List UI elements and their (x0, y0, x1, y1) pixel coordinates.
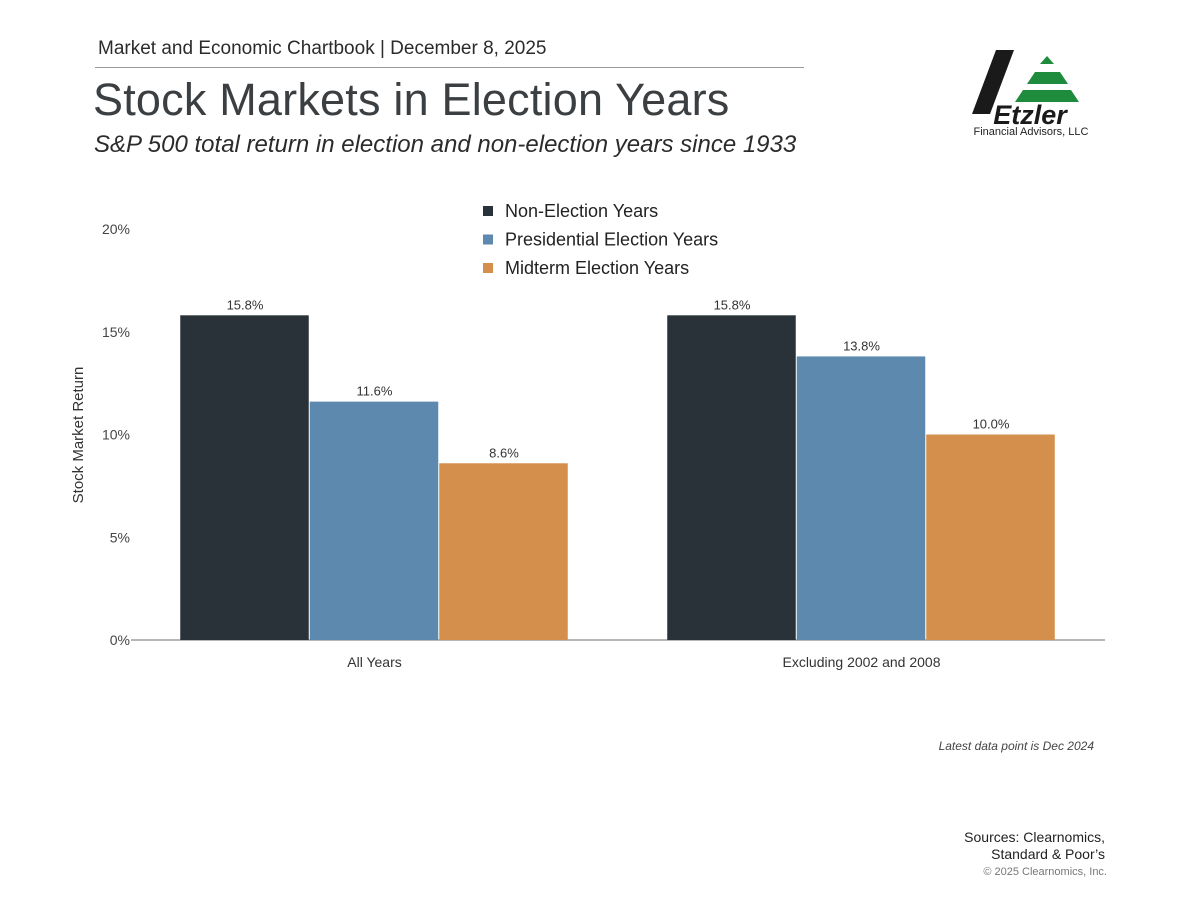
bar-data-label: 15.8% (227, 297, 264, 312)
bar (439, 463, 568, 640)
sources-line-1: Sources: Clearnomics, (964, 829, 1105, 845)
y-tick-label: 10% (102, 427, 130, 443)
legend-swatch (483, 234, 493, 245)
y-tick-label: 5% (110, 529, 130, 545)
logo-wordmark: Etzler (993, 100, 1068, 130)
bar-data-label: 15.8% (714, 297, 751, 312)
bar-series: 15.8% 11.6% 8.6% 15.8% 13.8% 10.0% (180, 297, 1055, 640)
logo-pyramid-bottom (1015, 90, 1079, 102)
bar (796, 356, 926, 640)
bar-data-label: 11.6% (357, 384, 393, 399)
legend-label: Non-Election Years (505, 201, 658, 221)
logo-tagline: Financial Advisors, LLC (973, 126, 1089, 138)
copyright: © 2025 Clearnomics, Inc. (983, 866, 1107, 878)
page-title: Stock Markets in Election Years (93, 74, 730, 125)
y-tick-label: 20% (102, 221, 130, 237)
bar-data-label: 10.0% (973, 417, 1010, 432)
logo-slash-icon (972, 50, 1014, 114)
bar (667, 315, 796, 640)
legend: Non-Election Years Presidential Election … (483, 201, 718, 278)
sources-line-2: Standard & Poor’s (991, 846, 1105, 862)
x-tick-label: Excluding 2002 and 2008 (782, 654, 940, 670)
logo-pyramid-middle (1027, 72, 1068, 84)
legend-label: Presidential Election Years (505, 230, 718, 250)
bar-data-label: 8.6% (489, 445, 519, 460)
data-note: Latest data point is Dec 2024 (938, 739, 1094, 753)
logo-pyramid-top (1040, 56, 1054, 64)
y-tick-label: 15% (102, 324, 130, 340)
x-tick-label: All Years (347, 654, 401, 670)
page-subtitle: S&P 500 total return in election and non… (94, 131, 797, 158)
x-axis: All Years Excluding 2002 and 2008 (347, 654, 940, 670)
chartbook-header: Market and Economic Chartbook | December… (98, 38, 547, 59)
sources: Sources: Clearnomics, Standard & Poor’s (964, 829, 1105, 863)
legend-label: Midterm Election Years (505, 258, 689, 278)
bar (309, 401, 439, 640)
etzler-logo: Etzler (972, 50, 1079, 130)
bar (926, 434, 1055, 640)
legend-swatch (483, 206, 493, 216)
bar-data-label: 13.8% (843, 338, 880, 353)
y-axis-title: Stock Market Return (70, 367, 87, 504)
bar (180, 315, 309, 640)
y-axis: 0% 5% 10% 15% 20% (102, 221, 130, 648)
header-divider (95, 67, 804, 68)
y-tick-label: 0% (110, 632, 130, 648)
legend-swatch (483, 263, 493, 273)
